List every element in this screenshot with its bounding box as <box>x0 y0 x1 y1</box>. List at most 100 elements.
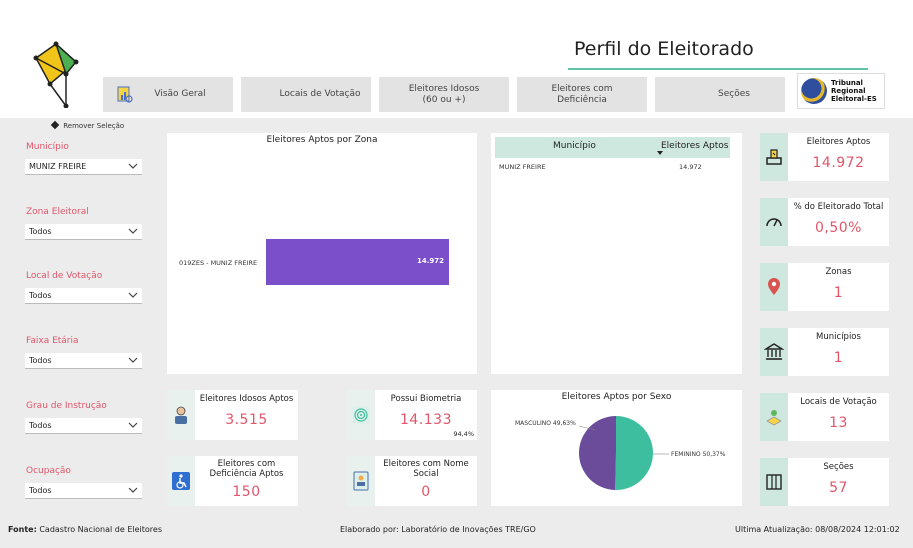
kpi-value: 1 <box>833 350 844 366</box>
tab-label: Eleitores com <box>551 83 613 94</box>
zona-chart-panel: Eleitores Aptos por Zona 019ZES - MUNIZ … <box>167 133 477 374</box>
chevron-down-icon <box>128 292 138 298</box>
kpi-label: Possui Biometria <box>390 394 462 404</box>
filter-zona-select[interactable]: Todos <box>25 224 142 240</box>
building-icon <box>764 343 784 360</box>
vote-hand-icon <box>766 149 782 165</box>
chevron-down-icon <box>128 357 138 363</box>
voting-place-icon <box>766 410 782 426</box>
kpi-label: Municípios <box>816 332 861 342</box>
tre-logo-text: Tribunal Regional Eleitoral-ES <box>831 79 877 103</box>
kpi-label: Eleitores com Nome Social <box>383 459 469 479</box>
kpi-value: 14.133 <box>400 412 452 428</box>
filter-sidebar: Remover Seleção Município MUNIZ FREIRE Z… <box>0 118 152 518</box>
cell-municipio: MUNIZ FREIRE <box>499 163 546 171</box>
kpi-value: 0 <box>421 484 431 500</box>
chevron-down-icon <box>128 422 138 428</box>
table-row[interactable]: MUNIZ FREIRE 14.972 <box>495 161 730 175</box>
filter-label-municipio: Município <box>26 142 69 152</box>
voting-booth-icon <box>766 474 782 490</box>
kpi-locais-votacao: Locais de Votação 13 <box>760 393 889 441</box>
sexo-pie-panel: Eleitores Aptos por Sexo MASCULINO 49,63… <box>491 390 742 506</box>
column-header-municipio[interactable]: Município <box>553 141 596 151</box>
tre-es-logo: Tribunal Regional Eleitoral-ES <box>797 73 885 109</box>
app-logo-icon <box>33 41 79 108</box>
zona-bar-category-label: 019ZES - MUNIZ FREIRE <box>179 259 258 267</box>
kpi-nome-social: Eleitores com Nome Social 0 <box>347 456 477 506</box>
tab-sublabel: Deficiência <box>557 94 607 105</box>
chevron-down-icon <box>128 228 138 234</box>
filter-label-grau: Grau de Instrução <box>26 401 107 411</box>
title-underline <box>568 68 868 70</box>
overview-icon <box>117 86 133 103</box>
filter-label-local: Local de Votação <box>26 271 103 281</box>
kpi-label: % do Eleitorado Total <box>793 202 884 212</box>
chevron-down-icon <box>128 487 138 493</box>
filter-label-zona: Zona Eleitoral <box>26 207 89 217</box>
kpi-municipios: Municípios 1 <box>760 328 889 376</box>
tab-locais-votacao[interactable]: Locais de Votação <box>241 77 371 112</box>
tab-label: Seções <box>718 89 750 99</box>
fingerprint-icon <box>352 406 370 424</box>
kpi-value: 0,50% <box>815 220 862 236</box>
filter-municipio-select[interactable]: MUNIZ FREIRE <box>25 159 142 175</box>
pie-chart-title: Eleitores Aptos por Sexo <box>561 392 672 402</box>
pie-label-feminino: FEMININO 50,37% <box>671 451 726 458</box>
pie-label-masculino: MASCULINO 49,63% <box>515 420 576 427</box>
kpi-value: 1 <box>833 285 844 301</box>
elderly-person-icon <box>175 406 187 424</box>
pie-slice-masculino[interactable] <box>578 416 616 490</box>
tab-label: Locais de Votação <box>279 89 361 99</box>
pie-leader-line <box>578 425 596 431</box>
column-header-eleitores-aptos[interactable]: Eleitores Aptos <box>661 141 729 151</box>
zona-bar[interactable]: 14.972 <box>266 239 449 285</box>
table-header: Município Eleitores Aptos <box>495 137 730 158</box>
filter-faixa-select[interactable]: Todos <box>25 353 142 369</box>
tab-eleitores-idosos[interactable]: Eleitores Idosos (60 ou +) <box>379 77 509 112</box>
pie-chart <box>578 416 669 490</box>
filter-local-select[interactable]: Todos <box>25 288 142 304</box>
kpi-label: Zonas <box>825 267 852 277</box>
kpi-zonas: Zonas 1 <box>760 263 889 311</box>
kpi-percent-eleitorado: % do Eleitorado Total 0,50% <box>760 198 889 246</box>
cell-aptos: 14.972 <box>679 163 702 171</box>
wheelchair-icon <box>172 472 190 490</box>
footer-atualizacao: Ultima Atualização: 08/08/2024 12:01:02 <box>735 525 900 534</box>
kpi-biometria: Possui Biometria 14.133 94,4% <box>347 390 477 440</box>
tab-eleitores-deficiencia[interactable]: Eleitores com Deficiência <box>517 77 647 112</box>
kpi-value: 13 <box>829 415 848 431</box>
dashboard-canvas: Remover Seleção Município MUNIZ FREIRE Z… <box>0 118 913 548</box>
kpi-label: Eleitores com Deficiência Aptos <box>209 459 284 479</box>
sort-desc-icon[interactable] <box>657 151 663 155</box>
zona-bar-value-label: 14.972 <box>416 257 444 265</box>
footer-elaborado: Elaborado por: Laboratório de Inovações … <box>340 525 536 534</box>
tab-secoes[interactable]: Seções <box>655 77 785 112</box>
kpi-label: Eleitores Aptos <box>806 137 871 147</box>
kpi-label: Locais de Votação <box>800 397 877 407</box>
tab-visao-geral[interactable]: Visão Geral <box>103 77 233 112</box>
kpi-eleitores-aptos: Eleitores Aptos 14.972 <box>760 133 889 181</box>
tab-label: Eleitores Idosos <box>408 83 480 94</box>
tab-sublabel: (60 ou +) <box>422 94 466 105</box>
kpi-secoes: Seções 57 <box>760 458 889 506</box>
kpi-deficiencia-aptos: Eleitores com Deficiência Aptos 150 <box>167 456 298 506</box>
kpi-value: 14.972 <box>812 155 865 171</box>
tre-seal-icon <box>801 78 827 104</box>
kpi-value: 3.515 <box>225 412 268 428</box>
location-pin-icon <box>768 278 780 295</box>
remove-selection-button[interactable]: Remover Seleção <box>50 120 124 130</box>
pie-slice-feminino[interactable] <box>615 416 653 490</box>
footer-fonte: Fonte: Cadastro Nacional de Eleitores <box>8 525 162 534</box>
kpi-value: 150 <box>232 484 261 500</box>
kpi-idosos-aptos: Eleitores Idosos Aptos 3.515 <box>167 390 298 440</box>
tab-label: Visão Geral <box>154 89 206 99</box>
zona-chart-title: Eleitores Aptos por Zona <box>266 135 378 145</box>
filter-ocupacao-select[interactable]: Todos <box>25 483 142 499</box>
kpi-label: Seções <box>823 462 854 472</box>
municipio-table-panel: Município Eleitores Aptos MUNIZ FREIRE 1… <box>491 133 742 374</box>
gauge-icon <box>766 218 782 227</box>
id-card-icon <box>353 471 369 491</box>
header: Perfil do Eleitorado Visão Geral Locais … <box>0 0 913 118</box>
filter-grau-select[interactable]: Todos <box>25 418 142 434</box>
kpi-label: Eleitores Idosos Aptos <box>199 394 294 404</box>
